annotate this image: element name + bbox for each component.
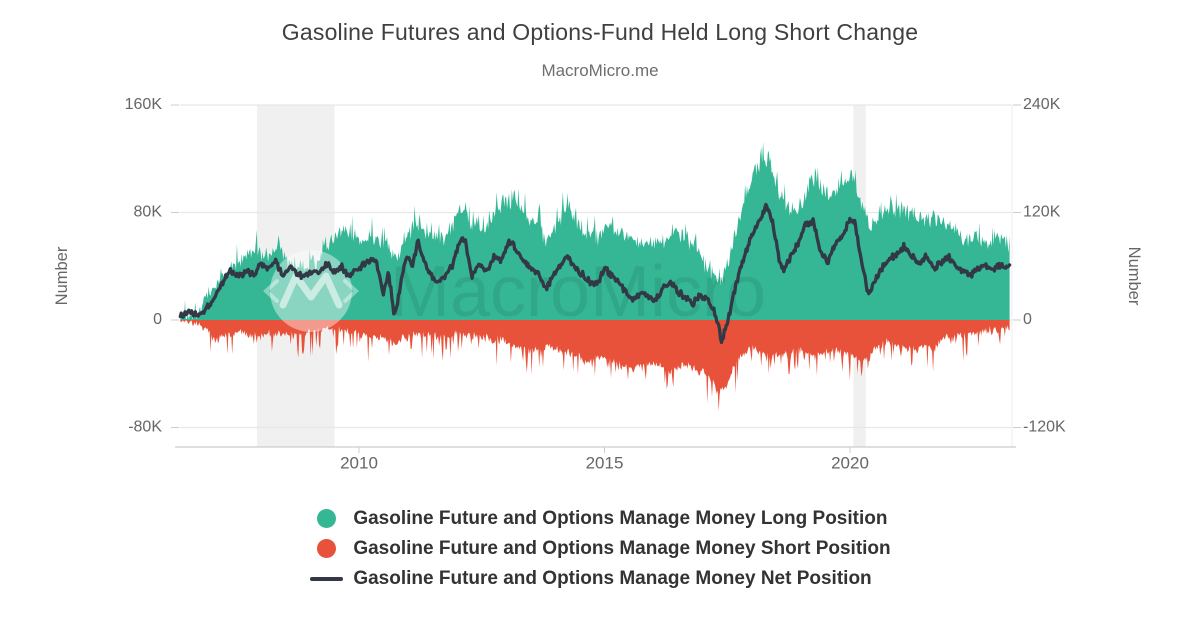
x-tick-label: 2015 bbox=[586, 453, 624, 472]
series-area-short bbox=[180, 320, 1010, 412]
net-position-line-icon bbox=[309, 576, 343, 581]
legend-label-long: Gasoline Future and Options Manage Money… bbox=[353, 508, 888, 529]
short-position-dot-icon bbox=[316, 539, 336, 558]
x-tick-label: 2020 bbox=[831, 453, 869, 472]
legend-item-short-position[interactable]: Gasoline Future and Options Manage Money… bbox=[309, 536, 891, 561]
legend-item-long-position[interactable]: Gasoline Future and Options Manage Money… bbox=[309, 506, 890, 531]
y-left-tick-label: 80K bbox=[134, 204, 163, 221]
y-left-tick-label: 160K bbox=[125, 96, 163, 113]
legend: Gasoline Future and Options Manage Money… bbox=[0, 506, 1200, 591]
y-right-axis-title: Number bbox=[1125, 247, 1143, 306]
y-right-tick-label: 0 bbox=[1023, 311, 1032, 328]
y-right-tick-label: -120K bbox=[1023, 419, 1066, 436]
y-right-tick-label: 120K bbox=[1023, 204, 1061, 221]
watermark-logo-left-chevron-icon bbox=[263, 279, 279, 303]
y-right-tick-label: 240K bbox=[1023, 96, 1061, 113]
axes-layer: 160K 80K 0 -80K 240K 120K 0 -120K 2010 2015 2020 bbox=[125, 96, 1066, 472]
watermark-logo-m-icon bbox=[279, 272, 343, 309]
y-left-tick-label: 0 bbox=[153, 311, 162, 328]
page-title: Gasoline Futures and Options-Fund Held L… bbox=[281, 19, 919, 45]
legend-label-short: Gasoline Future and Options Manage Money… bbox=[353, 538, 891, 559]
legend-label-net: Gasoline Future and Options Manage Money… bbox=[353, 568, 872, 589]
plot-area[interactable] bbox=[180, 105, 1012, 447]
legend-item-net-position[interactable]: Gasoline Future and Options Manage Money… bbox=[309, 566, 890, 591]
chart-subtitle: MacroMicro.me bbox=[541, 61, 659, 80]
watermark-logo-right-chevron-icon bbox=[343, 279, 359, 303]
net-line-layer bbox=[178, 202, 1012, 345]
x-tick-label: 2010 bbox=[340, 453, 378, 472]
y-left-axis-title: Number bbox=[53, 246, 71, 305]
series-line-net bbox=[178, 202, 1012, 345]
y-left-tick-label: -80K bbox=[128, 419, 162, 436]
long-position-dot-icon bbox=[316, 509, 336, 528]
